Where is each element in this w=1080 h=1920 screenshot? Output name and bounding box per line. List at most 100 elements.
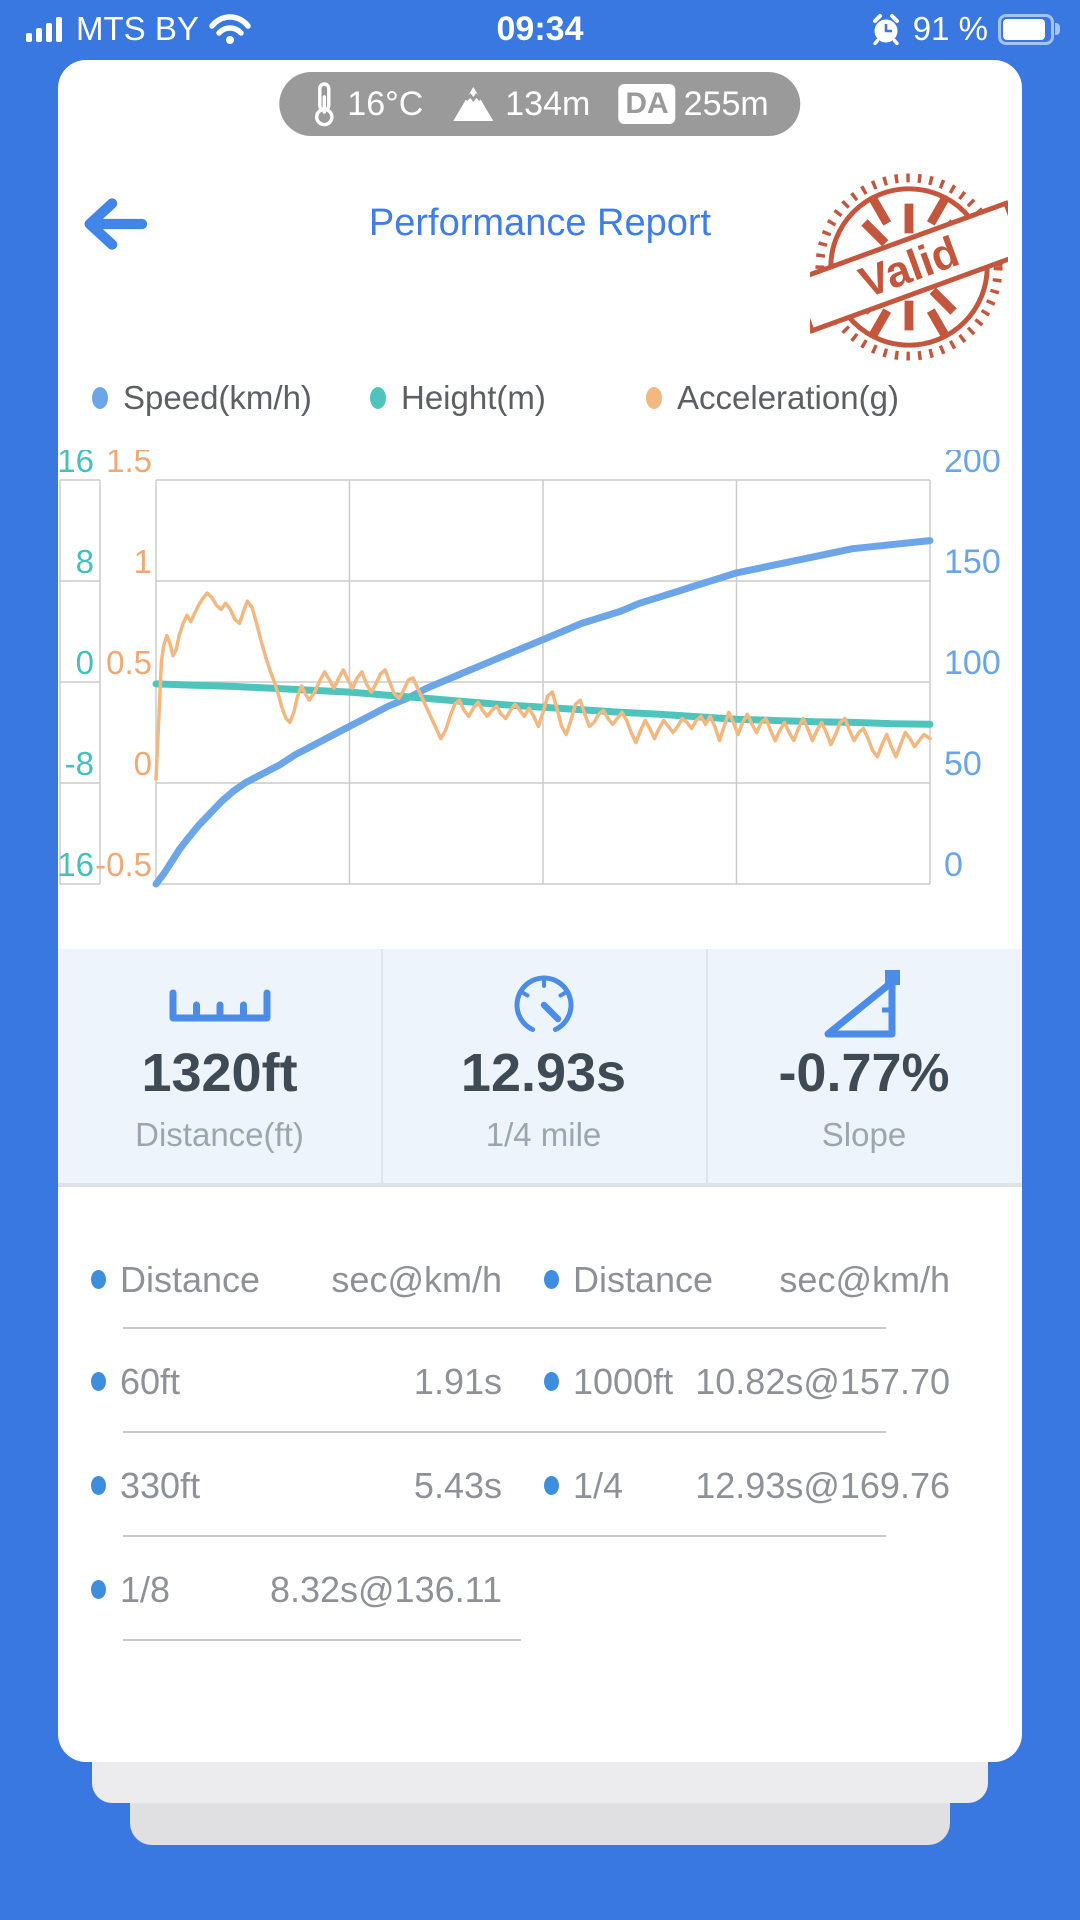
stat-distance-ft-: 1320ft Distance(ft) [58, 949, 381, 1183]
accel-axis-tick: 1.5 [106, 450, 152, 479]
battery-fill [1003, 18, 1045, 40]
battery-tip [1055, 22, 1060, 35]
result-cell: 330ft 5.43s [91, 1462, 502, 1510]
status-right: 91 % [869, 10, 1060, 48]
stats-band: 1320ft Distance(ft) 12.93s 1/4 mile -0.77% Sl… [58, 949, 1022, 1187]
table-row: 60ft 1.91s 1000ft 10.82s@157.70 [58, 1358, 1022, 1406]
result-label: 1/8 [120, 1569, 171, 1610]
height-axis-tick: 8 [76, 543, 94, 580]
stat-1-4-mile: 12.93s 1/4 mile [381, 949, 706, 1183]
series-speed [152, 537, 934, 888]
result-value: 5.43s [413, 1465, 502, 1506]
result-cell: Distance sec@km/h [91, 1256, 502, 1304]
stat-divider [706, 949, 708, 1183]
legend-label: Speed(km/h) [123, 379, 312, 416]
density-altitude-value: 255m [683, 84, 769, 123]
result-label: Distance [573, 1259, 714, 1300]
speed-axis-tick: 150 [944, 543, 1001, 581]
result-cell: 1/8 8.32s@136.11 [91, 1566, 502, 1614]
back-button[interactable] [80, 195, 148, 253]
altitude-value: 134m [505, 84, 591, 123]
battery-percent-label: 91 % [912, 10, 988, 47]
slope-icon [706, 967, 1022, 1043]
stat-divider [381, 949, 383, 1183]
legend-label: Acceleration(g) [677, 379, 899, 416]
bullet-dot-icon [91, 1580, 106, 1599]
row-separator [123, 1431, 886, 1433]
row-separator [123, 1327, 886, 1329]
result-value: 10.82s@157.70 [695, 1361, 950, 1402]
signal-strength-icon [26, 17, 62, 42]
report-card: 16°C 134m DA 255m Performance Report [58, 60, 1022, 1762]
speed-axis-tick: 50 [944, 745, 982, 783]
ruler-icon [58, 967, 381, 1043]
stat-slope: -0.77% Slope [706, 949, 1022, 1183]
wifi-icon [209, 14, 251, 44]
legend-label: Height(m) [401, 379, 546, 416]
results-header-row: Distance sec@km/h Distance sec@km/h [58, 1256, 1022, 1304]
row-separator [123, 1535, 886, 1537]
legend-item-speed[interactable]: Speed(km/h) [92, 378, 312, 418]
environment-pill: 16°C 134m DA 255m [279, 72, 801, 136]
result-value: 8.32s@136.11 [269, 1569, 502, 1610]
stat-value: 1320ft [141, 1043, 298, 1103]
legend-item-height[interactable]: Height(m) [370, 378, 546, 418]
bullet-dot-icon [91, 1372, 106, 1391]
status-left: MTS BY [26, 10, 251, 48]
result-label: 330ft [120, 1465, 201, 1506]
result-cell: Distance sec@km/h [544, 1256, 950, 1304]
result-cell: 1/4 12.93s@169.76 [544, 1462, 950, 1510]
result-label: 1000ft [573, 1361, 674, 1402]
result-value: sec@km/h [779, 1259, 950, 1300]
status-bar: MTS BY 09:34 91 % [0, 0, 1080, 58]
accel-axis-tick: 0 [134, 745, 152, 782]
result-value: sec@km/h [331, 1259, 502, 1300]
stacked-sheet-back [92, 1755, 988, 1803]
height-axis-tick: -16 [58, 846, 94, 883]
height-axis-tick: -8 [65, 745, 94, 782]
performance-chart: 16 8 0 -8 -16 1.5 1 0.5 0 -0.5 200 150 100 50 0 [58, 450, 1001, 888]
result-cell: 1000ft 10.82s@157.70 [544, 1358, 950, 1406]
speed-axis-tick: 0 [944, 846, 963, 884]
table-row: 1/8 8.32s@136.11 [58, 1566, 1022, 1614]
stat-label: Distance(ft) [135, 1116, 304, 1153]
speed-axis-tick: 200 [944, 450, 1001, 480]
row-separator [123, 1639, 521, 1641]
bullet-dot-icon [91, 1270, 106, 1289]
temperature-value: 16°C [347, 84, 424, 123]
stat-label: 1/4 mile [485, 1116, 602, 1153]
alarm-icon [872, 14, 899, 46]
stat-value: -0.77% [778, 1043, 950, 1103]
valid-stamp: Valid [810, 173, 1008, 361]
bullet-dot-icon [544, 1476, 559, 1495]
table-row: 330ft 5.43s 1/4 12.93s@169.76 [58, 1462, 1022, 1510]
accel-axis-tick: 1 [134, 543, 152, 580]
accel-axis-tick: 0.5 [106, 644, 152, 681]
result-label: Distance [120, 1259, 261, 1300]
density-altitude-badge: DA [618, 84, 676, 124]
stacked-sheet-backmost [130, 1803, 950, 1845]
page-title: Performance Report [368, 202, 712, 244]
carrier-label: MTS BY [76, 10, 199, 47]
height-axis-tick: 0 [76, 644, 94, 681]
stat-value: 12.93s [460, 1043, 627, 1103]
height-axis-tick: 16 [58, 450, 94, 479]
legend-item-acceleration[interactable]: Acceleration(g) [646, 378, 899, 418]
bullet-dot-icon [544, 1270, 559, 1289]
legend-dot [646, 387, 662, 409]
chart-legend: Speed(km/h) Height(m) Acceleration(g) [58, 378, 1022, 418]
series-acceleration [154, 591, 932, 781]
legend-dot [370, 387, 386, 409]
battery-icon [998, 13, 1060, 45]
stat-label: Slope [821, 1116, 907, 1153]
gauge-icon [381, 967, 706, 1043]
mountain-icon [453, 87, 494, 121]
speed-axis-tick: 100 [944, 644, 1001, 682]
result-value: 1.91s [413, 1361, 502, 1402]
result-cell: 60ft 1.91s [91, 1358, 502, 1406]
accel-axis-tick: -0.5 [95, 846, 152, 883]
bullet-dot-icon [544, 1372, 559, 1391]
result-value: 12.93s@169.76 [695, 1465, 950, 1506]
bullet-dot-icon [91, 1476, 106, 1495]
